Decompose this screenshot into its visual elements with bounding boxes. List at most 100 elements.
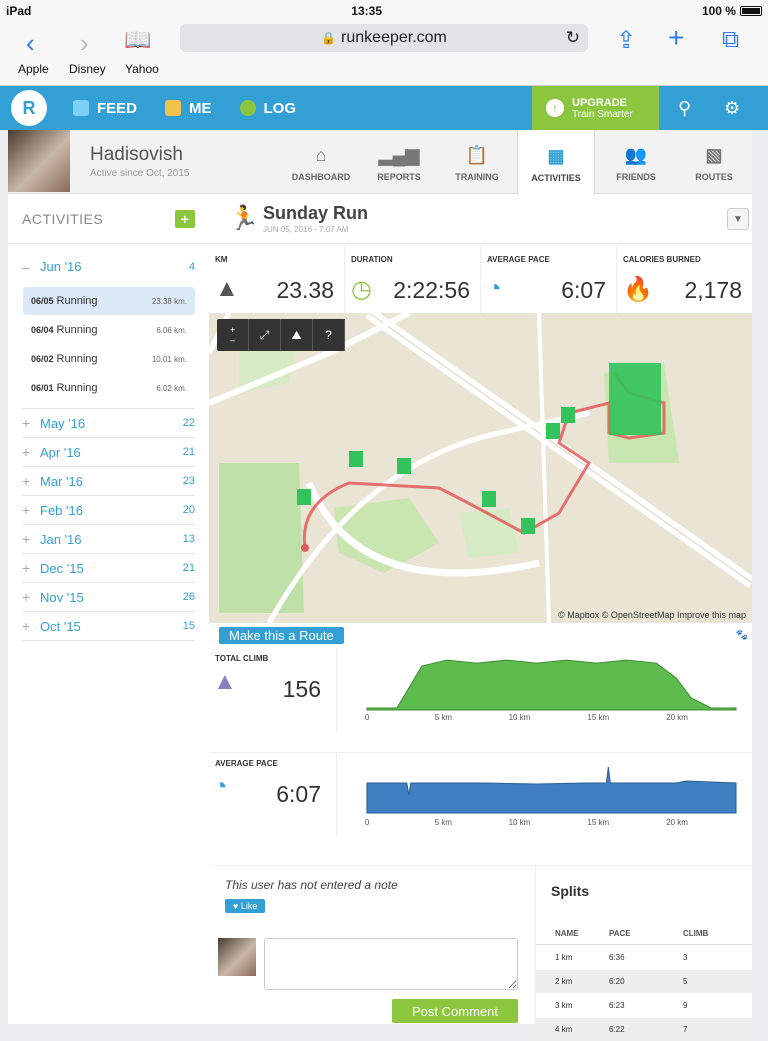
tab-dashboard[interactable]: ⌂ DASHBOARD xyxy=(282,130,360,194)
upgrade-arrow-icon: ↑ xyxy=(546,99,564,117)
me-icon xyxy=(165,100,182,116)
fullscreen-icon[interactable]: ⤢ xyxy=(249,319,281,351)
heart-icon: ♥ xyxy=(233,901,241,911)
activity-item[interactable]: 06/05 Running 23.38 km. xyxy=(23,287,195,315)
gauge-icon: ◔ xyxy=(213,773,228,800)
new-tab-icon[interactable]: + xyxy=(668,22,685,53)
nav-me-label: ME xyxy=(189,99,212,117)
forward-icon[interactable]: › xyxy=(80,28,89,58)
splits-header: NAME PACE CLIMB xyxy=(536,923,752,945)
gauge-icon: ◔ xyxy=(487,275,502,302)
expand-icon: + xyxy=(22,502,31,518)
stat-label: CALORIES BURNED xyxy=(623,255,701,264)
route-map[interactable]: + – ⤢ ⛰ ? © Mapbox © OpenStreetMap Improv… xyxy=(209,313,752,623)
month-row[interactable]: + Jan '16 13 xyxy=(22,525,195,554)
month-label: May '16 xyxy=(40,415,86,431)
month-count: 13 xyxy=(182,533,195,545)
month-label: Mar '16 xyxy=(40,473,83,489)
like-button[interactable]: ♥ Like xyxy=(225,899,266,913)
avatar[interactable] xyxy=(8,130,70,192)
make-route-button[interactable]: Make this a Route xyxy=(219,627,344,644)
expand-icon: + xyxy=(22,473,31,489)
climb-value: 156 xyxy=(282,676,321,702)
tab-friends[interactable]: 👥 FRIENDS xyxy=(597,130,675,194)
activity-item-distance: 10.01 km. xyxy=(151,354,187,364)
pace-graph[interactable]: 0 5 km 10 km 15 km 20 km xyxy=(336,753,752,837)
paw-icon[interactable]: 🐾 xyxy=(735,630,748,641)
pace-label: AVERAGE PACE xyxy=(215,759,278,768)
activity-item[interactable]: 06/02 Running 10.01 km. xyxy=(23,345,195,373)
stopwatch-icon: ◷ xyxy=(351,276,372,303)
zoom-control[interactable]: + – xyxy=(217,319,249,351)
device-label: iPad xyxy=(6,4,32,18)
month-count: 21 xyxy=(182,446,195,458)
favorite-disney[interactable]: Disney xyxy=(69,62,106,76)
activity-item[interactable]: 06/04 Running 6.06 km. xyxy=(23,316,195,344)
month-row[interactable]: + Dec '15 21 xyxy=(22,554,195,583)
split-climb: 5 xyxy=(683,977,688,986)
reload-icon[interactable]: ↻ xyxy=(565,28,580,47)
terrain-icon[interactable]: ⛰ xyxy=(281,319,313,351)
month-row[interactable]: + Nov '15 26 xyxy=(22,583,195,612)
favorite-yahoo[interactable]: Yahoo xyxy=(125,62,159,76)
pace-value: 6:07 xyxy=(276,781,321,807)
split-climb: 9 xyxy=(683,1001,688,1010)
upgrade-button[interactable]: ↑ UPGRADE Train Smarter xyxy=(532,86,659,130)
post-comment-button[interactable]: Post Comment xyxy=(392,999,518,1023)
activity-item[interactable]: 06/01 Running 6.02 km. xyxy=(23,374,195,402)
elevation-graph[interactable]: 0 5 km 10 km 15 km 20 km xyxy=(336,648,752,732)
month-count: 20 xyxy=(182,504,195,516)
tab-routes[interactable]: ▧ ROUTES xyxy=(675,130,753,194)
tab-activities[interactable]: ▦ ACTIVITIES xyxy=(517,130,595,195)
search-icon[interactable]: ⚲ xyxy=(678,98,692,118)
tab-training[interactable]: 📋 TRAINING xyxy=(438,130,516,194)
ios-status-bar: iPad 13:35 100 % xyxy=(0,0,768,22)
activity-title: Sunday Run xyxy=(263,203,369,223)
col-climb: CLIMB xyxy=(683,929,709,938)
note-section: This user has not entered a note ♥ Like … xyxy=(209,865,536,1024)
comment-input[interactable] xyxy=(264,938,518,990)
road-icon: ▲ xyxy=(215,275,239,302)
col-name: NAME xyxy=(555,929,579,938)
runkeeper-logo[interactable]: R xyxy=(11,90,47,126)
battery-percent: 100 % xyxy=(701,4,736,18)
bookmarks-icon[interactable]: 📖 xyxy=(124,27,152,52)
tab-reports-label: REPORTS xyxy=(377,172,421,182)
month-row-jun-16[interactable]: – Jun '16 4 xyxy=(22,252,195,281)
month-row[interactable]: + May '16 22 xyxy=(22,409,195,438)
month-row[interactable]: + Oct '15 15 xyxy=(22,612,195,641)
flame-icon: 🔥 xyxy=(623,276,653,303)
collapse-icon: – xyxy=(22,258,30,275)
help-icon[interactable]: ? xyxy=(313,319,345,351)
nav-feed[interactable]: FEED xyxy=(73,100,137,117)
share-icon[interactable]: ⇪ xyxy=(616,27,637,54)
nav-feed-label: FEED xyxy=(97,99,138,117)
nav-me[interactable]: ME xyxy=(165,100,212,117)
favorite-apple[interactable]: Apple xyxy=(18,62,49,76)
gear-icon[interactable]: ⚙ xyxy=(724,98,741,118)
tab-reports[interactable]: ▂▄▆ REPORTS xyxy=(360,130,438,194)
month-row[interactable]: + Feb '16 20 xyxy=(22,496,195,525)
activity-item-name: 06/04 Running xyxy=(31,324,98,336)
split-pace: 6:22 xyxy=(609,1025,625,1034)
month-count: 4 xyxy=(188,260,195,273)
month-row[interactable]: + Mar '16 23 xyxy=(22,467,195,496)
split-climb: 3 xyxy=(683,953,688,962)
month-row[interactable]: + Apr '16 21 xyxy=(22,438,195,467)
tick-10km: 10 km xyxy=(509,713,531,722)
nav-log[interactable]: LOG xyxy=(239,100,296,117)
back-icon[interactable]: ‹ xyxy=(26,28,35,58)
map-credit[interactable]: © Mapbox © OpenStreetMap Improve this ma… xyxy=(558,610,746,620)
add-activity-button[interactable]: + xyxy=(175,209,195,228)
profile-name[interactable]: Hadisovish xyxy=(90,144,183,165)
month-count: 26 xyxy=(182,591,195,603)
stats-bar: KM ▲ 23.38 DURATION ◷ 2:22:56 AVERAGE PACE ◔ 6… xyxy=(209,245,752,313)
url-bar[interactable]: 🔒 runkeeper.com ↻ xyxy=(180,24,588,52)
profile-header: Hadisovish Active since Oct, 2015 ⌂ DASHB… xyxy=(8,130,753,195)
split-row: 2 km 6:20 5 xyxy=(536,970,752,993)
climb-label: TOTAL CLIMB xyxy=(215,654,269,663)
lock-icon: 🔒 xyxy=(321,31,337,45)
chevron-down-icon[interactable]: ▼ xyxy=(727,208,749,230)
tabs-icon[interactable]: ⧉ xyxy=(722,26,740,53)
stat-duration: DURATION ◷ 2:22:56 xyxy=(345,245,481,313)
